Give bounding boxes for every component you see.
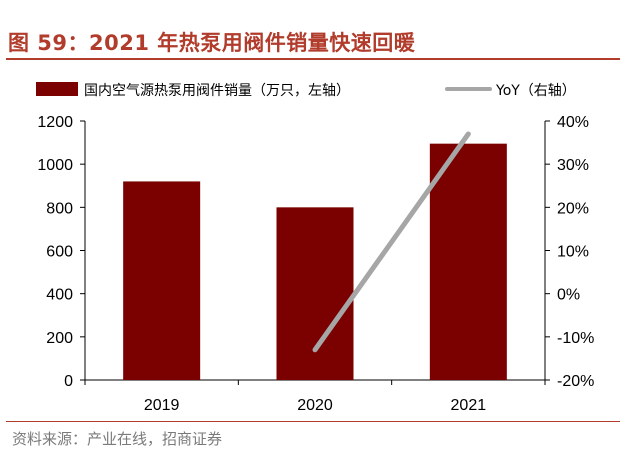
legend-bar-label: 国内空气源热泵用阀件销量（万只，左轴） [84, 83, 350, 99]
bar-2019 [123, 181, 201, 380]
right-tick-label: -20% [557, 373, 594, 390]
left-tick-label: 600 [46, 244, 73, 261]
yoy-line [312, 131, 471, 353]
left-tick-label: 0 [64, 373, 73, 390]
x-tick-label: 2020 [297, 397, 333, 414]
yoy-series-line [312, 131, 471, 353]
right-tick-label: 0% [557, 287, 580, 304]
legend-bar-swatch [36, 82, 78, 96]
tick-labels: 0 200 400 600 800 1000 1200 -20% -10% 0% 10% 20% 30%… [37, 114, 594, 414]
x-tick-label: 2019 [144, 397, 180, 414]
left-tick-label: 800 [46, 200, 73, 217]
right-tick-label: 40% [557, 114, 589, 131]
left-tick-label: 200 [46, 330, 73, 347]
source-note: 资料来源：产业在线，招商证券 [12, 430, 223, 448]
bar-2021 [429, 143, 507, 380]
left-tick-label: 1200 [37, 114, 73, 131]
bar-2020 [276, 207, 354, 380]
bars [123, 143, 507, 380]
left-tick-label: 400 [46, 287, 73, 304]
right-tick-label: 10% [557, 244, 589, 261]
left-tick-label: 1000 [37, 157, 73, 174]
right-tick-label: 20% [557, 200, 589, 217]
right-tick-label: 30% [557, 157, 589, 174]
x-tick-label: 2021 [451, 397, 487, 414]
right-tick-label: -10% [557, 330, 594, 347]
legend: 国内空气源热泵用阀件销量（万只，左轴） YoY（右轴） [36, 82, 576, 99]
footer-divider [6, 421, 620, 422]
title-divider [6, 58, 620, 60]
figure-title: 图 59：2021 年热泵用阀件销量快速回暖 [8, 31, 416, 55]
legend-line-label: YoY（右轴） [495, 83, 576, 99]
